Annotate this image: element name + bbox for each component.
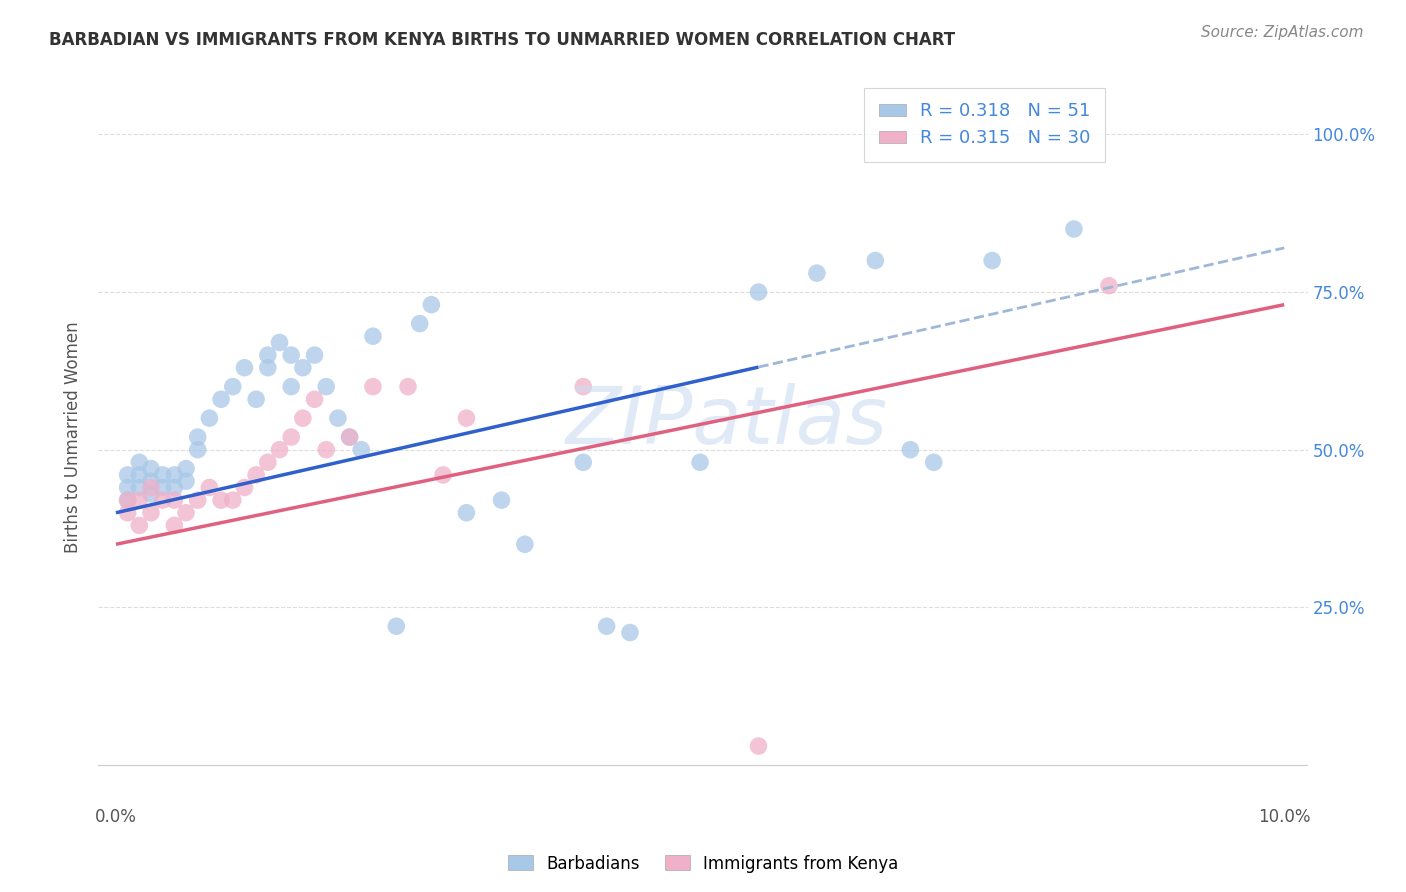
Point <box>128 518 150 533</box>
Point <box>572 379 595 393</box>
Point <box>222 493 245 508</box>
Point <box>233 360 256 375</box>
Point <box>315 379 337 393</box>
Point <box>385 619 408 633</box>
Point <box>174 474 197 488</box>
Point <box>163 467 186 482</box>
Point <box>163 481 186 495</box>
Text: ZIPatlas: ZIPatlas <box>567 384 889 461</box>
Point <box>865 253 887 268</box>
Point <box>981 253 1004 268</box>
Point <box>198 481 221 495</box>
Point <box>117 467 139 482</box>
Point <box>139 506 162 520</box>
Point <box>304 348 326 362</box>
Point <box>572 455 595 469</box>
Point <box>806 266 828 280</box>
Point <box>209 392 232 407</box>
Point <box>187 442 209 457</box>
Point <box>689 455 711 469</box>
Point <box>898 442 921 457</box>
Point <box>139 461 162 475</box>
Point <box>456 506 478 520</box>
Point <box>747 739 769 753</box>
Point <box>361 329 384 343</box>
Point <box>456 411 478 425</box>
Point <box>256 455 278 469</box>
Point <box>117 493 139 508</box>
Point <box>513 537 536 551</box>
Point <box>432 467 454 482</box>
Point <box>128 481 150 495</box>
Point <box>291 411 314 425</box>
Point <box>491 493 513 508</box>
Point <box>1098 278 1121 293</box>
Point <box>117 506 139 520</box>
Point <box>222 379 245 393</box>
Point <box>245 392 267 407</box>
Point <box>619 625 641 640</box>
Point <box>152 467 174 482</box>
Text: BARBADIAN VS IMMIGRANTS FROM KENYA BIRTHS TO UNMARRIED WOMEN CORRELATION CHART: BARBADIAN VS IMMIGRANTS FROM KENYA BIRTH… <box>49 31 955 49</box>
Point <box>174 506 197 520</box>
Point <box>396 379 419 393</box>
Point <box>152 481 174 495</box>
Point <box>315 442 337 457</box>
Point <box>163 518 186 533</box>
Point <box>128 467 150 482</box>
Point <box>256 360 278 375</box>
Point <box>280 430 302 444</box>
Point <box>139 474 162 488</box>
Point <box>174 461 197 475</box>
Point <box>117 481 139 495</box>
Point <box>280 348 302 362</box>
Point <box>198 411 221 425</box>
Point <box>420 298 443 312</box>
Point <box>595 619 617 633</box>
Text: Source: ZipAtlas.com: Source: ZipAtlas.com <box>1201 25 1364 40</box>
Point <box>339 430 361 444</box>
Legend: R = 0.318   N = 51, R = 0.315   N = 30: R = 0.318 N = 51, R = 0.315 N = 30 <box>865 87 1105 161</box>
Point <box>269 335 291 350</box>
Point <box>922 455 945 469</box>
Legend: Barbadians, Immigrants from Kenya: Barbadians, Immigrants from Kenya <box>501 848 905 880</box>
Point <box>152 493 174 508</box>
Point <box>269 442 291 457</box>
Point <box>187 493 209 508</box>
Point <box>117 493 139 508</box>
Point <box>187 430 209 444</box>
Point <box>304 392 326 407</box>
Point <box>350 442 373 457</box>
Point <box>291 360 314 375</box>
Point <box>128 493 150 508</box>
Point <box>280 379 302 393</box>
Point <box>361 379 384 393</box>
Point <box>209 493 232 508</box>
Point <box>747 285 769 299</box>
Y-axis label: Births to Unmarried Women: Births to Unmarried Women <box>65 321 83 553</box>
Point <box>139 481 162 495</box>
Point <box>128 455 150 469</box>
Point <box>256 348 278 362</box>
Point <box>326 411 349 425</box>
Point <box>233 481 256 495</box>
Point <box>339 430 361 444</box>
Point <box>409 317 432 331</box>
Point <box>139 487 162 501</box>
Point <box>1063 222 1085 236</box>
Point <box>163 493 186 508</box>
Point <box>245 467 267 482</box>
